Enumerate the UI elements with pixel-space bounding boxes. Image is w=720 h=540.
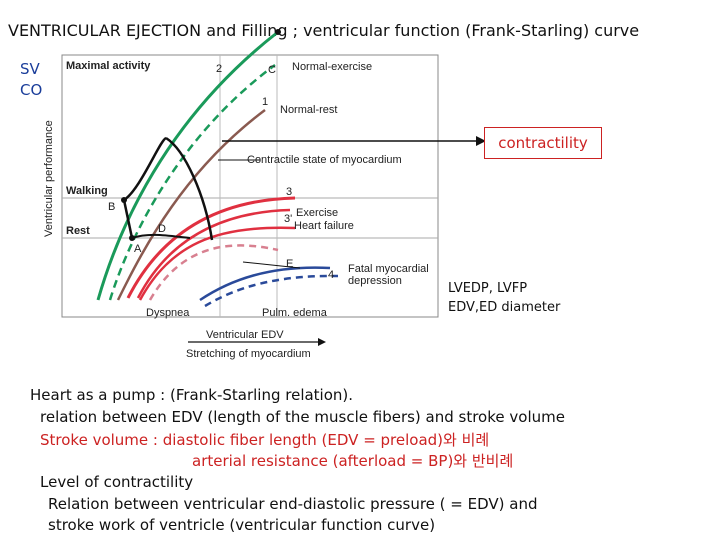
rest-line [131,233,191,239]
text-line-6: Relation between ventricular end-diastol… [48,495,538,513]
contractile-state-label: Contractile state of myocardium [247,154,402,166]
fatal-leader-line [242,261,301,269]
x-axis-label-stretching: Stretching of myocardium [186,348,311,360]
heart-failure-label: Heart failure [294,220,354,232]
curve-normal-exercise-dashed [108,63,276,301]
text-line-2: relation between EDV (length of the musc… [40,408,565,426]
page-title: VENTRICULAR EJECTION and Filling ; ventr… [8,21,640,40]
point-b [121,197,127,203]
curve-number-2: 2 [216,63,222,75]
sv-label: SV [20,60,40,78]
curve-exercise [126,196,296,299]
curve-number-1: 1 [262,96,268,108]
point-a-label: A [134,243,142,255]
point-c-label: C [268,64,276,76]
curve-number-4: 4 [328,269,334,281]
fatal-label-2: depression [348,275,402,287]
curve-normal-exercise [96,30,279,301]
text-line-4: arterial resistance (afterload = BP)와 반비… [192,452,514,470]
curve-fatal-dashed [204,274,339,308]
text-line-3: Stroke volume : diastolic fiber length (… [40,431,490,449]
text-line-1: Heart as a pump : (Frank-Starling relati… [30,386,354,404]
text-line-7: stroke work of ventricle (ventricular fu… [48,516,436,534]
walking-transition-line [123,136,167,202]
point-e-label: E [286,258,293,270]
pulm-edema-label: Pulm. edema [262,307,328,319]
normal-exercise-label: Normal-exercise [292,61,372,73]
rest-to-walking-line [122,199,134,239]
point-b-label: B [108,201,115,213]
curve-normal-rest [116,109,266,301]
curve-fatal [199,266,331,302]
x-axis-arrowhead [318,338,326,346]
maximal-activity-label: Maximal activity [66,60,151,72]
normal-rest-label: Normal-rest [280,104,337,116]
contractility-callout: contractility [484,127,602,159]
point-d-label: D [158,223,166,235]
exercise-label: Exercise [296,207,338,219]
text-line-5: Level of contractility [40,473,194,491]
point-c [275,29,281,35]
point-a [129,235,135,241]
walking-label: Walking [66,185,108,197]
curve-heart-failure [138,226,296,301]
x-axis-label-edv: Ventricular EDV [206,329,284,341]
y-axis-label: Ventricular performance [43,120,55,237]
edv-diameter-label: EDV,ED diameter [448,300,561,315]
curve-number-3: 3 [286,186,292,198]
contractile-state-line [165,136,214,241]
lvedp-label: LVEDP, LVFP [448,281,528,296]
co-label: CO [20,81,43,99]
curve-number-3p: 3' [284,213,292,225]
curve-exercise-2 [136,208,291,299]
contractility-arrowhead [476,136,486,146]
fatal-label-1: Fatal myocardial [348,263,429,275]
curve-heart-failure-dashed [148,244,279,301]
dyspnea-label: Dyspnea [146,307,190,319]
rest-label: Rest [66,225,90,237]
